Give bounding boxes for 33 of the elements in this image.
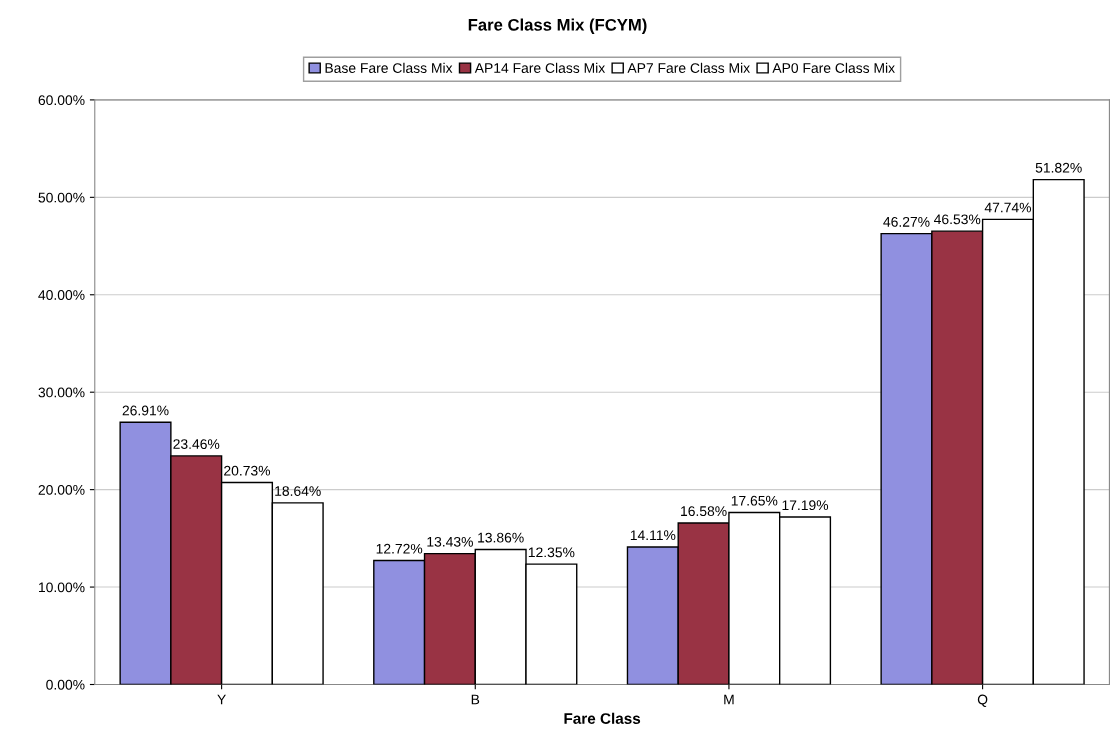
legend-label: AP7 Fare Class Mix <box>627 62 750 73</box>
data-label: 18.64% <box>275 486 321 496</box>
y-tick-label: 30.00% <box>38 387 85 398</box>
y-tick-label: 20.00% <box>38 484 85 495</box>
data-label: 26.91% <box>122 405 169 416</box>
y-tick-label: 10.00% <box>39 582 85 593</box>
x-tick-label: M <box>724 694 734 705</box>
data-label: 20.73% <box>224 465 271 476</box>
data-label: 46.27% <box>883 216 930 227</box>
legend-label: AP14 Fare Class Mix <box>474 62 606 73</box>
data-label: 13.43% <box>427 536 473 547</box>
y-tick-label: 60.00% <box>38 95 85 106</box>
data-label: 23.46% <box>173 439 220 450</box>
data-label: 51.82% <box>1035 162 1082 173</box>
data-label: 12.35% <box>528 547 575 558</box>
chart-title: Fare Class Mix (FCYM) <box>468 18 647 35</box>
y-tick-label: 40.00% <box>38 290 85 300</box>
data-label: 17.19% <box>782 500 829 511</box>
data-label: 47.74% <box>984 202 1032 213</box>
data-label: 17.65% <box>731 495 778 506</box>
y-tick-label: 50.00% <box>38 192 85 203</box>
data-label: 12.72% <box>376 543 423 554</box>
data-label: 14.11% <box>630 530 676 541</box>
x-tick-label: B <box>471 694 480 705</box>
legend-label: AP0 Fare Class Mix <box>772 62 895 73</box>
x-tick-label: Q <box>977 694 988 707</box>
y-tick-label: 0.00% <box>46 679 85 690</box>
x-axis-title: Fare Class <box>564 712 641 724</box>
legend-label: Base Fare Class Mix <box>325 62 453 73</box>
data-label: 46.53% <box>934 214 981 225</box>
data-label: 16.58% <box>681 506 727 517</box>
x-tick-label: Y <box>217 694 226 705</box>
data-label: 13.86% <box>478 532 524 543</box>
